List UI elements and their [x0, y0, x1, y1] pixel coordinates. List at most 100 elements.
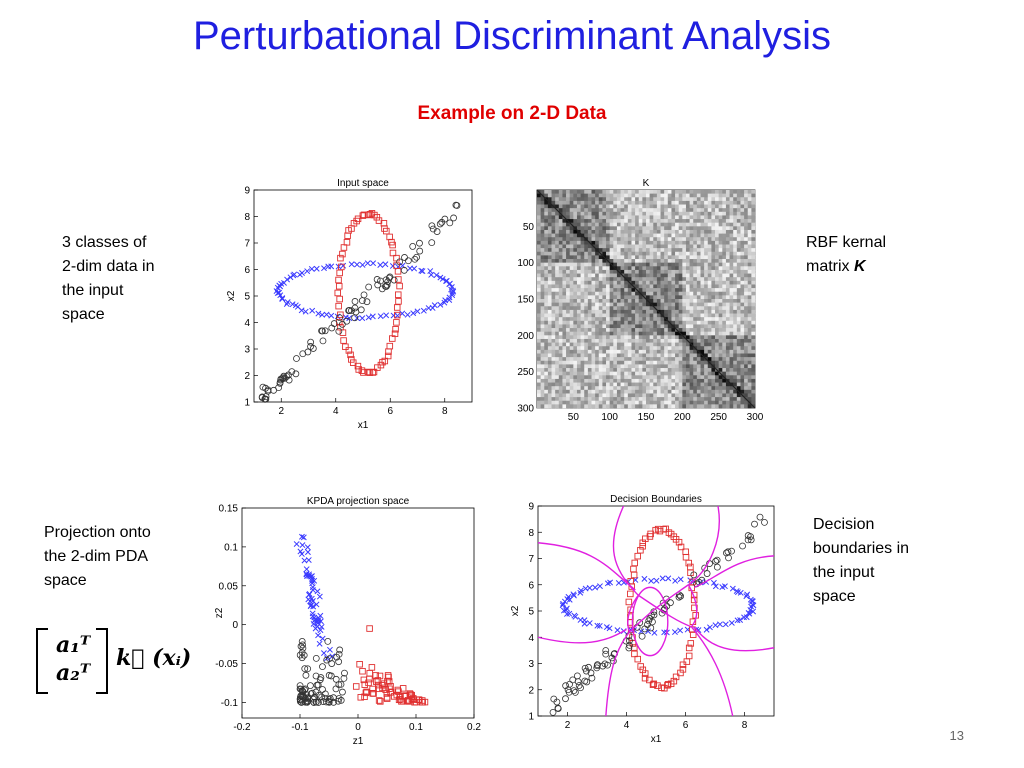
- heatmap-cell: [675, 364, 679, 369]
- heatmap-cell: [707, 233, 712, 238]
- heatmap-cell: [562, 208, 567, 213]
- square-point: [639, 539, 646, 547]
- heatmap-cell: [653, 244, 658, 249]
- heatmap-cell: [678, 208, 683, 213]
- heatmap-cell: [700, 295, 705, 300]
- heatmap-cell: [747, 386, 752, 391]
- heatmap-cell: [733, 215, 738, 220]
- heatmap-cell: [602, 357, 607, 362]
- heatmap-cell: [693, 215, 698, 220]
- heatmap-cell: [675, 240, 679, 245]
- heatmap-cell: [678, 386, 683, 391]
- cross-point: [695, 627, 702, 634]
- heatmap-cell: [646, 331, 650, 336]
- circle-point: [304, 694, 312, 702]
- heatmap-cell: [566, 226, 570, 231]
- heatmap-cell: [693, 404, 698, 409]
- heatmap-cell: [620, 211, 625, 216]
- heatmap-cell: [653, 378, 658, 383]
- heatmap-cell: [736, 215, 741, 220]
- heatmap-cell: [751, 400, 756, 405]
- heatmap-cell: [696, 306, 701, 311]
- heatmap-cell: [573, 295, 578, 300]
- heatmap-cell: [613, 255, 618, 260]
- note-decision: Decision boundaries in the input space: [813, 513, 909, 609]
- heatmap-cell: [544, 360, 549, 365]
- heatmap-cell: [606, 280, 610, 285]
- heatmap-cell: [729, 251, 734, 256]
- heatmap-cell: [725, 306, 730, 311]
- heatmap-cell: [747, 248, 752, 253]
- heatmap-cell: [656, 237, 661, 242]
- heatmap-cell: [667, 302, 672, 307]
- heatmap-cell: [678, 295, 683, 300]
- heatmap-cell: [722, 269, 727, 274]
- heatmap-cell: [573, 277, 578, 282]
- heatmap-cell: [649, 331, 654, 336]
- heatmap-cell: [638, 306, 643, 311]
- heatmap-cell: [551, 251, 556, 256]
- heatmap-cell: [569, 309, 574, 314]
- heatmap-cell: [537, 229, 541, 234]
- heatmap-cell: [580, 277, 585, 282]
- heatmap-cell: [591, 226, 596, 231]
- heatmap-cell: [729, 277, 734, 282]
- heatmap-cell: [576, 215, 581, 220]
- heatmap-cell: [635, 299, 640, 303]
- heatmap-cell: [642, 371, 647, 376]
- heatmap-cell: [689, 393, 694, 398]
- heatmap-cell: [584, 200, 589, 205]
- heatmap-cell: [635, 251, 640, 256]
- heatmap-cell: [729, 331, 734, 336]
- heatmap-cell: [744, 302, 749, 307]
- heatmap-cell: [736, 299, 741, 303]
- heatmap-cell: [740, 269, 745, 274]
- heatmap-cell: [685, 269, 690, 274]
- cross-point: [389, 262, 396, 269]
- heatmap-cell: [537, 360, 541, 365]
- heatmap-cell: [747, 251, 752, 256]
- heatmap-cell: [689, 248, 694, 253]
- heatmap-cell: [740, 342, 745, 347]
- heatmap-cell: [627, 375, 632, 380]
- heatmap-cell: [595, 295, 600, 300]
- heatmap-cell: [566, 389, 570, 394]
- heatmap-cell: [591, 306, 596, 311]
- heatmap-cell: [627, 291, 632, 296]
- heatmap-cell: [729, 193, 734, 198]
- heatmap-cell: [718, 229, 723, 234]
- heatmap-cell: [551, 262, 556, 267]
- heatmap-cell: [540, 222, 545, 227]
- heatmap-cell: [595, 382, 600, 387]
- heatmap-cell: [598, 342, 603, 347]
- heatmap-cell: [653, 360, 658, 365]
- heatmap-cell: [678, 375, 683, 380]
- heatmap-cell: [646, 211, 650, 216]
- heatmap-cell: [595, 259, 600, 263]
- heatmap-cell: [693, 309, 698, 314]
- heatmap-cell: [649, 240, 654, 245]
- heatmap-cell: [624, 237, 629, 242]
- heatmap-cell: [558, 240, 563, 245]
- heatmap-cell: [678, 269, 683, 274]
- heatmap-cell: [700, 360, 705, 365]
- heatmap-cell: [635, 371, 640, 376]
- heatmap-cell: [671, 190, 676, 194]
- heatmap-cell: [587, 193, 592, 198]
- heatmap-cell: [587, 211, 592, 216]
- heatmap-cell: [744, 324, 749, 329]
- heatmap-cell: [624, 248, 629, 253]
- heatmap-cell: [725, 244, 730, 249]
- heatmap-cell: [624, 215, 629, 220]
- heatmap-cell: [558, 208, 563, 213]
- circle-point: [562, 682, 570, 690]
- heatmap-cell: [638, 262, 643, 267]
- heatmap-cell: [725, 397, 730, 402]
- heatmap-cell: [675, 273, 679, 278]
- heatmap-cell: [715, 190, 719, 194]
- heatmap-cell: [733, 222, 738, 227]
- heatmap-cell: [584, 317, 589, 322]
- heatmap-cell: [715, 317, 719, 322]
- heatmap-cell: [566, 386, 570, 391]
- heatmap-cell: [685, 375, 690, 380]
